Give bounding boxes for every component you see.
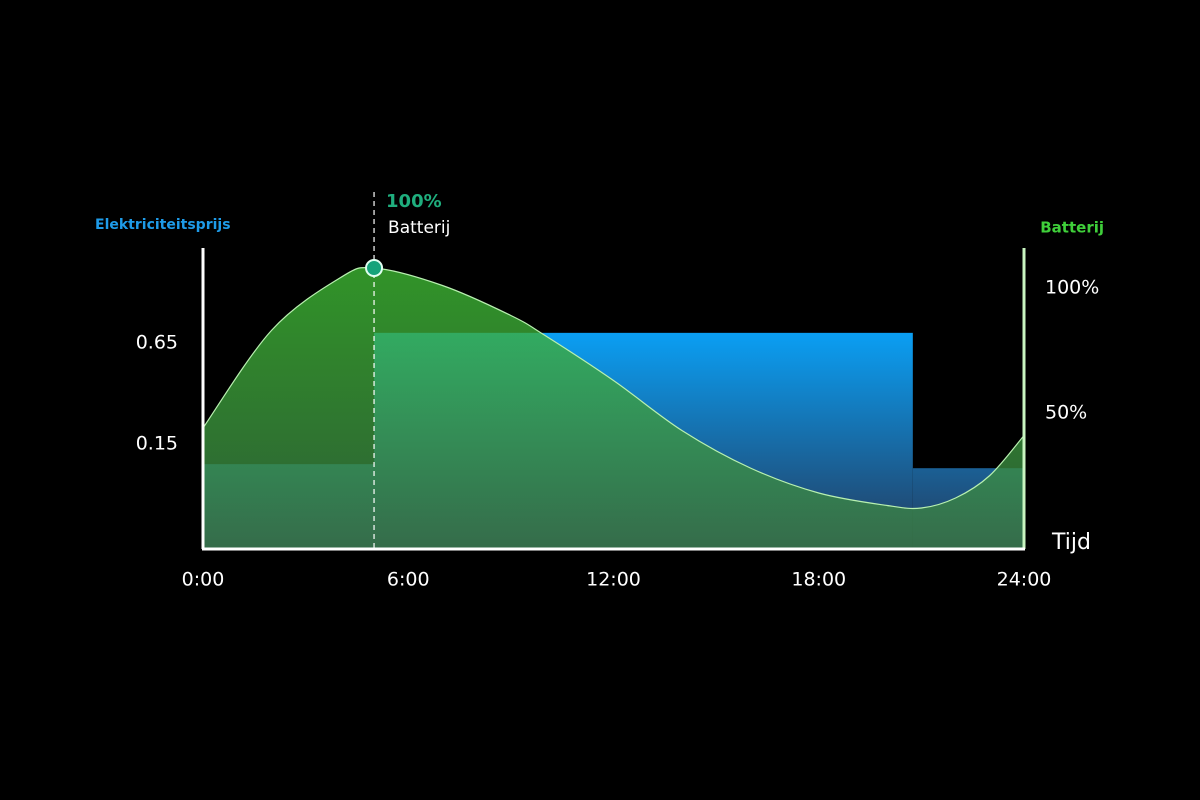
x-tick-label: 12:00 <box>586 569 641 591</box>
y2-tick-label: 100% <box>1045 277 1099 299</box>
y-tick-label: 0.65 <box>136 331 178 353</box>
y2-tick-label: 50% <box>1045 402 1087 424</box>
battery-area <box>203 267 1024 549</box>
annotation-text: Batterij <box>388 218 450 238</box>
y2-axis-title: Batterij <box>1040 219 1104 237</box>
annotation-label: 100% <box>386 191 442 212</box>
x-tick-label: 0:00 <box>182 569 225 591</box>
x-tick-label: 24:00 <box>997 569 1052 591</box>
y-tick-label: 0.15 <box>136 432 178 454</box>
x-axis-title: Tijd <box>1051 530 1091 555</box>
annotation-marker <box>365 259 384 277</box>
x-tick-label: 6:00 <box>387 569 430 591</box>
battery-line <box>202 266 1025 510</box>
y-axis-title: Elektriciteitsprijs <box>95 217 231 233</box>
x-tick-label: 18:00 <box>791 569 846 591</box>
